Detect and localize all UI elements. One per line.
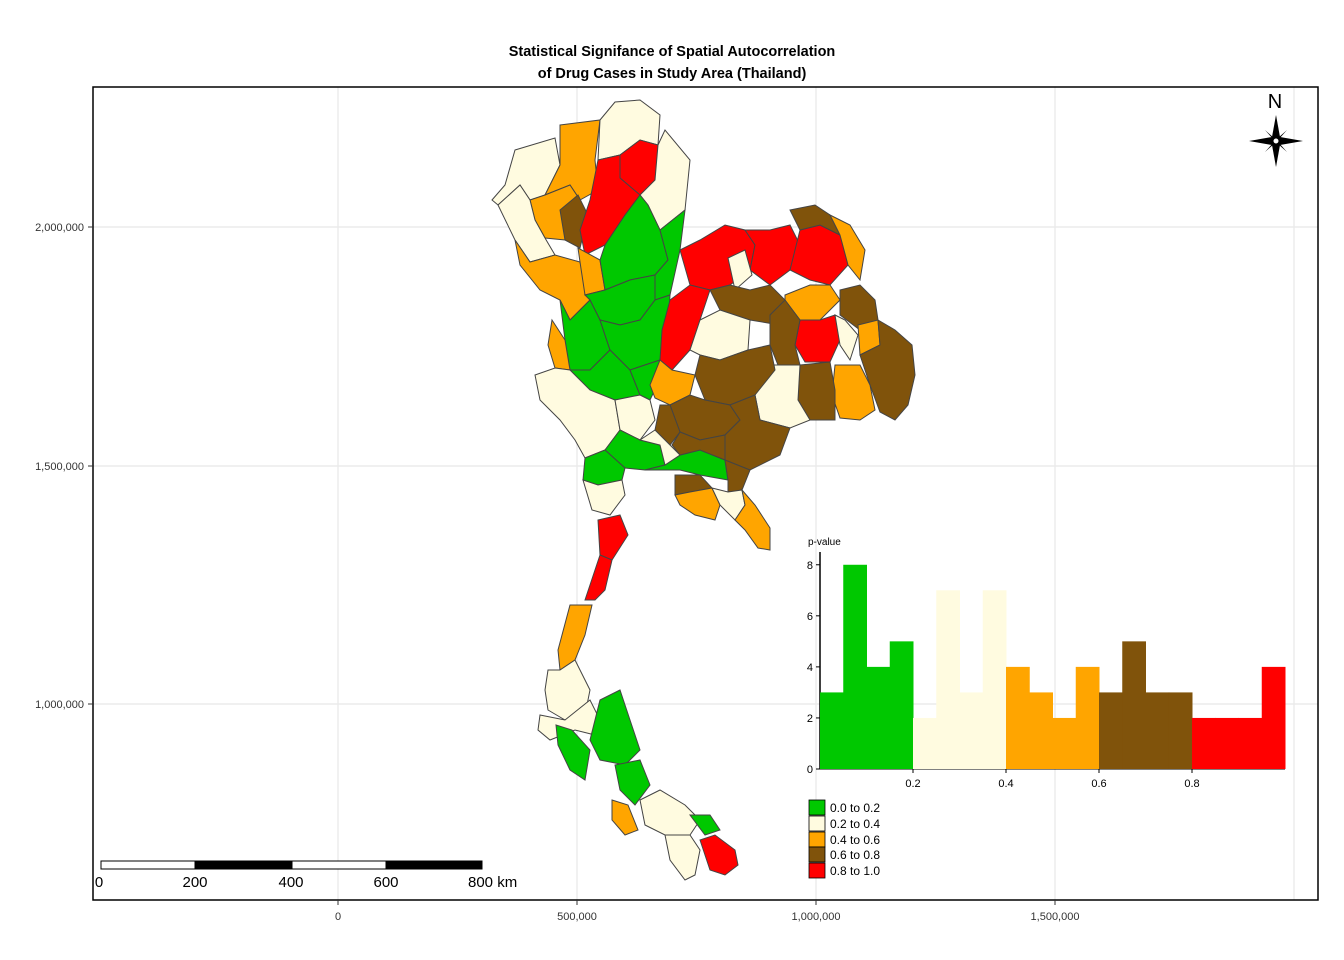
histogram-bar bbox=[936, 590, 960, 769]
province bbox=[794, 314, 841, 363]
histogram-x-tick-label: 0.6 bbox=[1091, 778, 1106, 790]
histogram-bar bbox=[843, 564, 867, 769]
province bbox=[744, 224, 801, 286]
histogram-bar bbox=[1261, 666, 1286, 769]
y-tick-label: 2,000,000 bbox=[35, 222, 84, 234]
x-tick-label: 500,000 bbox=[557, 911, 597, 923]
histogram-x-axis: 0.2 0.4 0.6 0.8 bbox=[905, 769, 1200, 790]
province bbox=[859, 319, 916, 421]
scale-label: 400 bbox=[278, 874, 303, 891]
histogram-bar bbox=[959, 692, 984, 769]
province bbox=[582, 479, 626, 516]
province bbox=[639, 789, 701, 836]
province bbox=[769, 299, 801, 371]
province bbox=[584, 554, 613, 601]
histogram-bar bbox=[1145, 692, 1170, 769]
histogram-bar bbox=[913, 717, 937, 769]
province bbox=[724, 394, 791, 471]
province bbox=[614, 759, 651, 806]
histogram-x-tick-label: 0.4 bbox=[998, 778, 1013, 790]
map-title-line1: Statistical Signifance of Spatial Autoco… bbox=[508, 44, 836, 60]
province bbox=[828, 213, 866, 282]
y-tick-label: 1,000,000 bbox=[35, 699, 84, 711]
province bbox=[638, 429, 681, 466]
histogram-bar bbox=[1238, 717, 1263, 769]
y-axis: 2,000,000 1,500,000 1,000,000 bbox=[35, 222, 93, 711]
province bbox=[727, 249, 753, 291]
histogram-bar bbox=[1075, 666, 1100, 769]
histogram-bar bbox=[1006, 666, 1030, 769]
class-legend: 0.0 to 0.2 0.2 to 0.4 0.4 to 0.6 0.6 to … bbox=[808, 799, 880, 879]
legend-swatch bbox=[808, 846, 826, 863]
x-axis: 0 500,000 1,000,000 1,500,000 bbox=[335, 900, 1080, 923]
histogram-bar bbox=[889, 641, 914, 769]
legend-label: 0.2 to 0.4 bbox=[830, 817, 880, 831]
x-tick-label: 0 bbox=[335, 911, 341, 923]
province bbox=[664, 834, 701, 881]
histogram-bar bbox=[1099, 692, 1123, 769]
legend-swatch bbox=[808, 831, 826, 848]
histogram-bar bbox=[1168, 692, 1193, 769]
map-panel-border bbox=[92, 86, 1319, 901]
histogram-y-tick-label: 2 bbox=[807, 713, 813, 725]
histogram-bar bbox=[1122, 641, 1146, 769]
x-tick-label: 1,500,000 bbox=[1031, 911, 1080, 923]
legend-label: 0.6 to 0.8 bbox=[830, 848, 880, 862]
legend-label: 0.0 to 0.2 bbox=[830, 801, 880, 815]
province bbox=[689, 814, 721, 836]
province bbox=[674, 487, 721, 521]
histogram-bar bbox=[866, 666, 891, 769]
map-title-line2: of Drug Cases in Study Area (Thailand) bbox=[537, 66, 807, 82]
thailand-map bbox=[491, 99, 916, 881]
province bbox=[654, 404, 681, 446]
province bbox=[694, 344, 776, 406]
x-tick-label: 1,000,000 bbox=[792, 911, 841, 923]
scale-label: 800 km bbox=[468, 874, 517, 891]
scale-label: 0 bbox=[95, 874, 103, 891]
histogram-y-tick-label: 0 bbox=[807, 764, 813, 776]
histogram-bar bbox=[982, 590, 1007, 769]
province bbox=[734, 488, 771, 551]
histogram-y-tick-label: 6 bbox=[807, 611, 813, 623]
legend-swatch bbox=[808, 862, 826, 879]
histogram-bar bbox=[820, 692, 844, 769]
histogram-title: p-value bbox=[808, 537, 841, 548]
province bbox=[671, 431, 726, 461]
scale-label: 200 bbox=[182, 874, 207, 891]
north-label: N bbox=[1268, 91, 1282, 113]
scale-label: 600 bbox=[373, 874, 398, 891]
p-value-histogram: p-value 0 2 4 6 8 0.2 0.4 0.6 0.8 bbox=[807, 537, 1286, 790]
histogram-x-tick-label: 0.2 bbox=[905, 778, 920, 790]
province bbox=[597, 514, 629, 561]
histogram-x-tick-label: 0.8 bbox=[1184, 778, 1199, 790]
legend-label: 0.8 to 1.0 bbox=[830, 864, 880, 878]
province bbox=[834, 314, 859, 362]
province bbox=[555, 724, 591, 781]
histogram-bar bbox=[1029, 692, 1053, 769]
province bbox=[611, 799, 639, 836]
histogram-bar bbox=[1192, 717, 1216, 769]
histogram-bar bbox=[1215, 717, 1239, 769]
histogram-y-tick-label: 4 bbox=[807, 662, 813, 674]
north-arrow-icon bbox=[1249, 115, 1303, 167]
legend-swatch bbox=[808, 815, 826, 832]
histogram-y-axis: 0 2 4 6 8 bbox=[807, 560, 820, 776]
province bbox=[699, 834, 739, 876]
legend-swatch bbox=[808, 799, 826, 816]
province bbox=[724, 459, 751, 493]
y-tick-label: 1,500,000 bbox=[35, 461, 84, 473]
histogram-y-tick-label: 8 bbox=[807, 560, 813, 572]
scale-bar: 0 200 400 600 800 km bbox=[95, 860, 517, 891]
legend-label: 0.4 to 0.6 bbox=[830, 833, 880, 847]
province bbox=[589, 689, 641, 766]
histogram-bars bbox=[820, 564, 1286, 769]
histogram-bar bbox=[1052, 717, 1077, 769]
